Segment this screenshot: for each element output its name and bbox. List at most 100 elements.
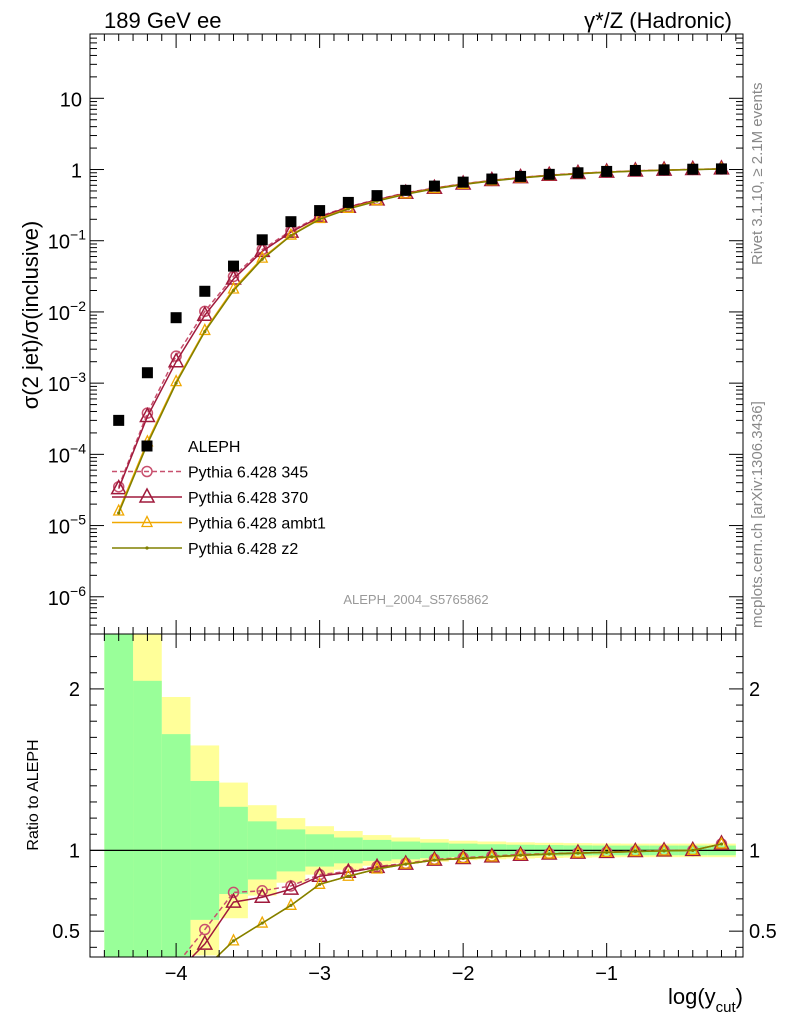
legend-label-3: Pythia 6.428 ambt1 bbox=[188, 516, 326, 533]
ratio-1-point-11 bbox=[426, 850, 443, 866]
aleph-point-20 bbox=[687, 163, 699, 175]
series-3-point-4 bbox=[231, 288, 236, 293]
ratio-1-point-5 bbox=[253, 887, 271, 903]
series-3-point-6 bbox=[289, 234, 293, 238]
ratio-ytick-label: 0.5 bbox=[52, 921, 80, 943]
ratio-1-point-15 bbox=[540, 844, 558, 860]
rivet-label: Rivet 3.1.10, ≥ 2.1M events bbox=[749, 83, 766, 266]
aleph-point-13 bbox=[486, 173, 498, 185]
main-ytick-label: 10−3 bbox=[48, 369, 86, 396]
aleph-point-16 bbox=[572, 167, 584, 179]
series-3-point-3 bbox=[203, 329, 207, 334]
main-ytick-label: 1 bbox=[71, 161, 82, 183]
aleph-point-8 bbox=[342, 196, 354, 208]
series-2-point-0 bbox=[112, 503, 125, 516]
ratio-ytick-label-right: 2 bbox=[749, 679, 760, 701]
legend-marker-4 bbox=[145, 546, 149, 550]
ratio-3-point-9 bbox=[375, 867, 379, 871]
ratio-1-point-10 bbox=[397, 854, 414, 870]
ratio-1-point-12 bbox=[454, 848, 472, 865]
ratio-3-point-10 bbox=[404, 862, 408, 866]
ratio-1-point-13 bbox=[483, 847, 501, 863]
main-ytick-label: 10−5 bbox=[48, 512, 86, 539]
series-1-point-5 bbox=[253, 241, 271, 258]
aleph-point-5 bbox=[256, 234, 268, 246]
ratio-0-point-5 bbox=[256, 885, 268, 897]
aleph-point-2 bbox=[170, 312, 182, 324]
ratio-2-point-12 bbox=[457, 851, 470, 864]
xtick-label: −4 bbox=[165, 963, 188, 985]
ratio-2-point-17 bbox=[600, 844, 613, 857]
aleph-point-3 bbox=[199, 285, 211, 297]
x-axis-title: log(ycut) bbox=[668, 984, 743, 1016]
aleph-point-6 bbox=[285, 216, 297, 228]
series-3-point-8 bbox=[346, 207, 350, 211]
aleph-point-11 bbox=[428, 180, 440, 192]
series-1-point-2 bbox=[167, 352, 185, 368]
main-ytick-label: 10 bbox=[60, 89, 82, 111]
legend-marker-3 bbox=[140, 515, 154, 528]
ratio-3-point-21 bbox=[719, 842, 724, 846]
analysis-id: ALEPH_2004_S5765862 bbox=[343, 592, 488, 607]
ratio-2-point-15 bbox=[543, 846, 556, 859]
legend-marker-0 bbox=[141, 440, 153, 452]
legend-label-2: Pythia 6.428 370 bbox=[188, 490, 308, 507]
series-2-point-7 bbox=[313, 211, 326, 224]
main-ytick-label: 10−1 bbox=[48, 227, 86, 254]
ratio-3-point-6 bbox=[289, 903, 293, 907]
ratio-ytick-label: 2 bbox=[69, 679, 80, 701]
ratio-3-point-14 bbox=[518, 853, 523, 857]
main-ylabel: σ(2 jet)/σ(inclusive) bbox=[18, 221, 43, 410]
ratio-3-point-5 bbox=[260, 921, 264, 925]
ratio-1-point-19 bbox=[655, 841, 673, 857]
series-2-point-3 bbox=[198, 322, 211, 336]
main-panel: 10−6 10−5 10−4 10−3 10−2 10−1 1 10 ALEPH Pythia … bbox=[48, 33, 744, 635]
series-3-point-7 bbox=[318, 217, 322, 221]
ratio-1-point-7 bbox=[311, 866, 328, 882]
ratio-3-point-11 bbox=[432, 858, 437, 862]
ratio-3-point-15 bbox=[547, 852, 551, 856]
ratio-2-point-16 bbox=[571, 845, 585, 858]
aleph-point-19 bbox=[658, 164, 670, 176]
ratio-3-point-7 bbox=[318, 882, 322, 886]
xtick-label: −2 bbox=[452, 963, 475, 985]
ratio-3-point-18 bbox=[633, 849, 637, 854]
series-line-2 bbox=[118, 168, 722, 512]
ratio-3-point-16 bbox=[576, 851, 580, 855]
ratio-ytick-label-right: 0.5 bbox=[749, 921, 777, 943]
main-ytick-label: 10−2 bbox=[48, 298, 86, 325]
legend-label-0: ALEPH bbox=[188, 439, 240, 456]
header-right: γ*/Z (Hadronic) bbox=[584, 8, 732, 33]
aleph-point-1 bbox=[141, 367, 153, 379]
series-3-point-2 bbox=[174, 381, 178, 385]
ratio-3-point-13 bbox=[490, 855, 494, 859]
mcplots-label: mcplots.cern.ch [arXiv:1306.3436] bbox=[749, 401, 766, 628]
band-inner-0 bbox=[104, 634, 134, 957]
ratio-ylabel: Ratio to ALEPH bbox=[25, 739, 42, 850]
ratio-1-point-18 bbox=[627, 841, 644, 858]
ratio-1-point-6 bbox=[282, 879, 300, 895]
ratio-3-point-8 bbox=[346, 874, 350, 878]
ratio-panel: 0.5 0.5 1 1 2 2 −4 −3 −2 −1 bbox=[52, 633, 777, 985]
main-ytick-label: 10−6 bbox=[48, 583, 86, 610]
legend: ALEPH Pythia 6.428 345 Pythia 6.428 370 Pyt… bbox=[112, 439, 326, 558]
series-3-point-5 bbox=[260, 257, 264, 261]
aleph-point-18 bbox=[629, 164, 641, 176]
ratio-1-point-3 bbox=[196, 934, 214, 950]
ratio-ytick-label: 1 bbox=[69, 840, 80, 862]
ratio-2-point-13 bbox=[485, 849, 498, 862]
ratio-3-point-4 bbox=[231, 939, 236, 943]
xtick-label: −3 bbox=[308, 963, 331, 985]
ratio-ytick-label-right: 1 bbox=[749, 840, 760, 862]
legend-label-4: Pythia 6.428 z2 bbox=[188, 541, 298, 558]
aleph-point-9 bbox=[371, 190, 383, 202]
ratio-2-point-14 bbox=[514, 847, 527, 860]
legend-marker-1 bbox=[141, 465, 153, 478]
aleph-point-21 bbox=[715, 163, 727, 175]
aleph-point-12 bbox=[457, 176, 469, 188]
aleph-point-14 bbox=[515, 170, 527, 182]
aleph-point-4 bbox=[228, 260, 240, 272]
aleph-point-0 bbox=[113, 414, 125, 426]
ratio-1-point-14 bbox=[512, 845, 529, 862]
